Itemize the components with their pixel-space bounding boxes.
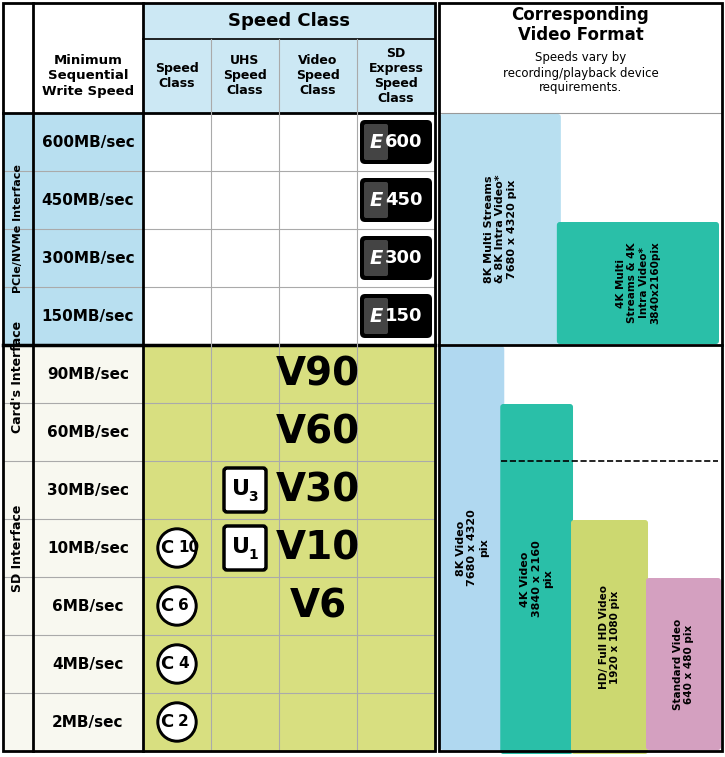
Text: Speeds vary by
recording/playback device
requirements.: Speeds vary by recording/playback device… [502, 51, 658, 95]
Bar [3, 3, 435, 751]
Text: 150: 150 [385, 307, 423, 325]
Text: Corresponding
Video Format: Corresponding Video Format [512, 5, 650, 45]
Text: Card's Interface: Card's Interface [12, 321, 25, 433]
Text: 1: 1 [248, 548, 258, 562]
Text: 2MB/sec: 2MB/sec [52, 715, 124, 730]
Text: 450: 450 [385, 191, 423, 209]
FancyBboxPatch shape [440, 346, 505, 750]
Bar [439, 3, 722, 751]
Text: V60: V60 [276, 413, 360, 451]
FancyBboxPatch shape [224, 468, 266, 512]
Text: E: E [369, 307, 383, 326]
Text: 3: 3 [248, 490, 258, 504]
Text: V6: V6 [289, 587, 347, 625]
FancyBboxPatch shape [364, 240, 388, 276]
Text: SD
Express
Speed
Class: SD Express Speed Class [368, 47, 423, 105]
Text: 10MB/sec: 10MB/sec [47, 540, 129, 556]
Text: U: U [232, 537, 250, 557]
Text: 60MB/sec: 60MB/sec [47, 425, 129, 440]
FancyBboxPatch shape [364, 298, 388, 334]
Bar [3, 113, 435, 345]
Bar [3, 3, 435, 751]
Text: 90MB/sec: 90MB/sec [47, 366, 129, 382]
Bar [3, 345, 143, 751]
Text: C: C [160, 655, 173, 673]
Bar [143, 3, 435, 113]
Bar [143, 345, 435, 751]
FancyBboxPatch shape [571, 520, 648, 754]
Text: 4K Multi
Streams & 4K
Intra Video*
3840x2160pix: 4K Multi Streams & 4K Intra Video* 3840x… [616, 241, 660, 325]
Text: Minimum
Sequential
Write Speed: Minimum Sequential Write Speed [42, 55, 134, 98]
Text: SD Interface: SD Interface [12, 504, 25, 592]
Text: 10: 10 [178, 540, 199, 556]
Circle shape [157, 702, 197, 742]
Text: C: C [160, 539, 173, 557]
FancyBboxPatch shape [364, 124, 388, 160]
Circle shape [157, 586, 197, 626]
Text: 300: 300 [385, 249, 423, 267]
Text: Video
Speed
Class: Video Speed Class [296, 55, 340, 98]
Text: 8K Video
7680 x 4320
pix: 8K Video 7680 x 4320 pix [455, 509, 489, 587]
Text: V90: V90 [276, 355, 360, 393]
Text: 30MB/sec: 30MB/sec [47, 482, 129, 497]
Circle shape [157, 528, 197, 568]
Text: 450MB/sec: 450MB/sec [41, 192, 134, 207]
Text: E: E [369, 132, 383, 151]
Text: 4: 4 [178, 656, 188, 671]
Text: Standard Video
640 x 480 pix: Standard Video 640 x 480 pix [673, 618, 695, 709]
Text: 600: 600 [385, 133, 423, 151]
Text: Speed Class: Speed Class [228, 12, 350, 30]
Text: 150MB/sec: 150MB/sec [42, 309, 134, 323]
Text: Speed
Class: Speed Class [155, 62, 199, 90]
Text: U: U [232, 479, 250, 499]
Bar [439, 3, 722, 751]
Circle shape [157, 644, 197, 684]
FancyBboxPatch shape [360, 236, 432, 280]
FancyBboxPatch shape [646, 578, 721, 750]
Text: C: C [160, 713, 173, 731]
Bar [143, 113, 435, 345]
Text: 2: 2 [178, 715, 188, 730]
FancyBboxPatch shape [360, 294, 432, 338]
FancyBboxPatch shape [360, 120, 432, 164]
Text: 600MB/sec: 600MB/sec [41, 135, 134, 149]
Text: 300MB/sec: 300MB/sec [41, 251, 134, 266]
Circle shape [160, 647, 194, 681]
FancyBboxPatch shape [440, 114, 561, 344]
Circle shape [160, 589, 194, 623]
Text: UHS
Speed
Class: UHS Speed Class [223, 55, 267, 98]
Text: PCIe/NVMe Interface: PCIe/NVMe Interface [13, 164, 23, 294]
FancyBboxPatch shape [500, 404, 573, 754]
Text: E: E [369, 191, 383, 210]
FancyBboxPatch shape [224, 526, 266, 570]
Text: V10: V10 [276, 529, 360, 567]
Circle shape [160, 531, 194, 565]
FancyBboxPatch shape [360, 178, 432, 222]
Text: 4MB/sec: 4MB/sec [52, 656, 124, 671]
FancyBboxPatch shape [557, 222, 719, 344]
Text: E: E [369, 248, 383, 267]
Circle shape [160, 705, 194, 739]
Text: 8K Multi Streams
& 8K Intra Video*
7680 x 4320 pix: 8K Multi Streams & 8K Intra Video* 7680 … [484, 175, 517, 283]
FancyBboxPatch shape [364, 182, 388, 218]
Text: V30: V30 [276, 471, 360, 509]
Text: C: C [160, 597, 173, 615]
Text: 6: 6 [178, 599, 188, 613]
Text: 6MB/sec: 6MB/sec [52, 599, 124, 613]
Text: 4K Video
3840 x 2160
pix: 4K Video 3840 x 2160 pix [520, 540, 553, 618]
Text: HD/ Full HD Video
1920 x 1080 pix: HD/ Full HD Video 1920 x 1080 pix [599, 585, 621, 689]
